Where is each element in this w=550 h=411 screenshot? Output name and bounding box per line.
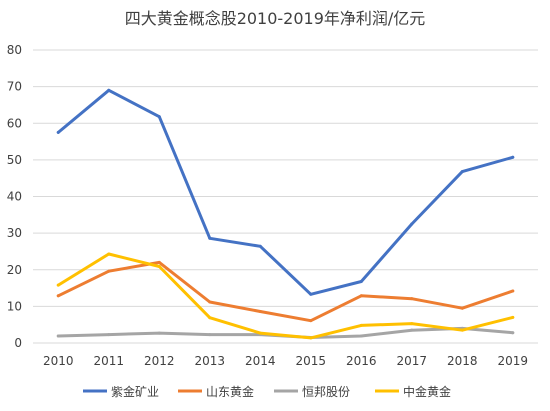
x-tick-label: 2011 — [93, 354, 124, 368]
legend-label: 恒邦股份 — [302, 385, 350, 399]
y-tick-label: 0 — [14, 336, 22, 350]
data-point — [359, 323, 363, 327]
data-point — [107, 333, 111, 337]
data-point — [107, 88, 111, 92]
legend-item: 恒邦股份 — [274, 385, 350, 399]
data-point — [410, 222, 414, 226]
data-point — [157, 331, 161, 335]
legend-item: 紫金矿业 — [83, 384, 159, 399]
series-line — [56, 88, 515, 296]
legend: 紫金矿业 山东黄金 恒邦股份 中金黄金 — [83, 384, 451, 399]
series-line — [56, 260, 515, 323]
legend-item: 中金黄金 — [375, 384, 451, 399]
y-tick-label: 50 — [7, 153, 22, 167]
legend-label: 山东黄金 — [206, 384, 254, 399]
data-point — [359, 334, 363, 338]
x-tick-label: 2016 — [346, 354, 377, 368]
data-point — [460, 306, 464, 310]
series-lines — [56, 88, 515, 340]
data-point — [460, 328, 464, 332]
x-tick-label: 2010 — [43, 354, 74, 368]
x-tick-label: 2012 — [144, 354, 175, 368]
y-tick-label: 10 — [7, 299, 22, 313]
data-point — [208, 333, 212, 337]
y-axis-ticks: 0 10 20 30 40 50 60 70 80 — [7, 43, 22, 350]
data-point — [208, 300, 212, 304]
y-tick-label: 20 — [7, 263, 22, 277]
y-tick-label: 30 — [7, 226, 22, 240]
data-point — [511, 315, 515, 319]
y-tick-label: 40 — [7, 190, 22, 204]
data-point — [56, 283, 60, 287]
y-tick-label: 80 — [7, 43, 22, 57]
data-point — [56, 130, 60, 134]
x-tick-label: 2015 — [295, 354, 326, 368]
data-point — [258, 331, 262, 335]
data-point — [157, 115, 161, 119]
data-point — [56, 294, 60, 298]
data-point — [208, 236, 212, 240]
data-point — [258, 310, 262, 314]
x-tick-label: 2017 — [396, 354, 427, 368]
data-point — [359, 294, 363, 298]
series-group — [56, 252, 515, 340]
data-point — [107, 269, 111, 273]
chart-title: 四大黄金概念股2010-2019年净利润/亿元 — [125, 9, 426, 28]
data-point — [56, 334, 60, 338]
data-point — [410, 322, 414, 326]
x-tick-label: 2019 — [497, 354, 528, 368]
data-point — [309, 336, 313, 340]
data-point — [410, 297, 414, 301]
data-point — [511, 331, 515, 335]
grid-lines — [33, 49, 538, 344]
x-tick-label: 2014 — [245, 354, 276, 368]
legend-label: 紫金矿业 — [111, 384, 159, 399]
data-point — [359, 279, 363, 283]
data-point — [157, 260, 161, 264]
x-tick-label: 2018 — [447, 354, 478, 368]
data-point — [258, 244, 262, 248]
data-point — [208, 316, 212, 320]
data-point — [410, 328, 414, 332]
data-point — [309, 292, 313, 296]
legend-item: 山东黄金 — [178, 384, 254, 399]
legend-label: 中金黄金 — [403, 384, 451, 399]
y-tick-label: 60 — [7, 116, 22, 130]
data-point — [460, 170, 464, 174]
data-point — [511, 155, 515, 159]
x-tick-label: 2013 — [194, 354, 225, 368]
y-tick-label: 70 — [7, 80, 22, 94]
series-group — [56, 260, 515, 323]
x-axis-ticks: 2010 2011 2012 2013 2014 2015 2016 2017 2018 2019 — [43, 354, 528, 368]
series-group — [56, 88, 515, 296]
data-point — [107, 252, 111, 256]
data-point — [511, 289, 515, 293]
series-line — [56, 252, 515, 340]
data-point — [309, 319, 313, 323]
data-point — [157, 264, 161, 268]
